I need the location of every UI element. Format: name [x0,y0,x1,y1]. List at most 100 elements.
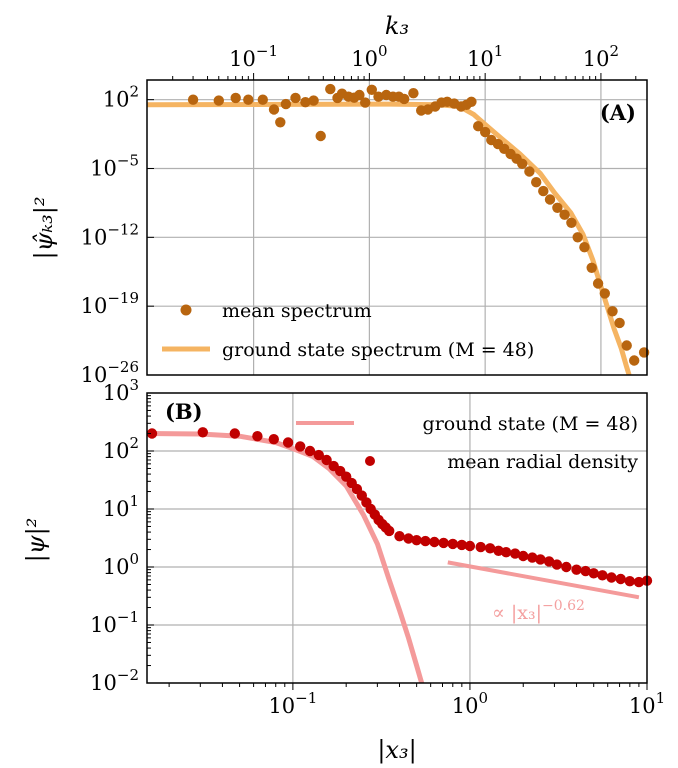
x-tick-base: 10 [229,47,256,71]
panel-a-ylabel: |ψ̂ₖ₃|² [30,197,59,260]
y-tick-base: 10 [103,439,130,463]
data-point [360,97,371,108]
x-tick-base: 10 [629,694,656,718]
data-point [366,84,377,96]
data-point [268,104,280,115]
y-tick-exponent: −5 [117,152,139,170]
data-point [552,202,563,213]
panel-b-legend: ground state (M = 48) mean radial densit… [296,413,638,473]
y-tick-label: 10−12 [81,220,139,249]
data-point [456,539,467,551]
y-tick-label: 101 [103,492,139,521]
data-point [524,166,535,177]
legend-label-ground-state: ground state (M = 48) [423,413,638,435]
data-point [509,548,521,559]
data-point [197,427,208,438]
y-tick-label: 10−19 [81,289,139,318]
y-tick-base: 10 [81,363,108,387]
x-tick-exponent: 1 [656,689,666,707]
data-point [621,340,632,351]
data-point [484,543,496,554]
data-point [480,126,491,138]
y-tick-label: 10−1 [90,608,139,637]
data-point [282,437,294,448]
x-tick-label: 100 [351,42,387,71]
y-tick-label: 10−26 [81,358,139,387]
data-point [597,570,608,581]
data-point [580,565,591,577]
data-point [571,564,582,575]
data-point [295,441,306,452]
power-law-guide-line [447,560,640,600]
panel-a-top-xlabel: k₃ [385,12,409,40]
data-point [213,95,224,106]
y-tick-exponent: −1 [117,608,139,626]
data-point [399,93,410,105]
y-tick-base: 10 [81,294,108,318]
data-point [325,83,336,95]
x-tick-exponent: −1 [295,689,317,707]
data-point [313,449,324,461]
data-point [304,445,316,457]
x-tick-exponent: −1 [256,42,278,60]
data-point [538,185,549,197]
panel-b-frame [146,392,648,684]
y-tick-base: 10 [81,225,108,249]
data-point [551,559,563,570]
legend-label-mean-radial-density: mean radial density [447,451,638,473]
x-tick-exponent: 0 [378,42,388,60]
data-point [475,541,486,553]
data-point [290,92,301,104]
y-tick-exponent: −2 [117,666,139,684]
data-point [257,94,268,105]
panel-a-legend: mean spectrum ground state spectrum (M =… [162,300,534,361]
y-tick-exponent: 0 [129,550,139,568]
data-point [606,572,617,583]
data-point [275,117,286,128]
data-point [300,97,311,108]
panel-a-frame [146,79,648,376]
y-tick-base: 10 [103,88,130,112]
x-tick-exponent: 2 [610,42,620,60]
data-point [579,242,590,253]
data-point [403,533,414,544]
data-point [411,535,422,546]
panel-b-label: (B) [165,399,203,424]
y-tick-exponent: 1 [129,492,139,510]
data-point [187,94,199,105]
y-tick-label: 102 [103,434,139,463]
data-point [500,547,512,558]
data-point [561,561,572,573]
data-point [354,89,365,101]
x-tick-label: 10−1 [268,689,317,718]
y-tick-label: 100 [103,550,139,579]
y-tick-label: 103 [103,376,139,405]
data-point [629,355,640,366]
x-tick-base: 10 [583,47,610,71]
power-law-annotation-text: ∝ |x₃| [492,602,542,624]
x-tick-label: 101 [629,689,665,718]
power-law-annotation-exponent: −0.62 [542,598,585,614]
y-tick-exponent: 2 [129,434,139,452]
data-point [438,537,449,549]
data-point [566,217,577,228]
x-tick-base: 10 [268,694,295,718]
y-tick-exponent: −26 [107,358,139,376]
panel-b-data [146,427,653,683]
x-tick-exponent: 0 [479,689,489,707]
x-tick-base: 10 [351,47,378,71]
panel-b-xlabel: |x₃| [377,736,416,765]
panel-a-plot-area [147,101,632,375]
y-tick-label: 10−2 [90,666,139,695]
data-point [252,431,263,442]
data-point [408,88,419,99]
legend-swatch-mean-radial-density [365,456,375,466]
y-tick-exponent: 2 [129,83,139,101]
data-point [429,536,440,548]
data-point [280,98,292,110]
data-point [315,130,326,142]
data-point [146,428,158,439]
